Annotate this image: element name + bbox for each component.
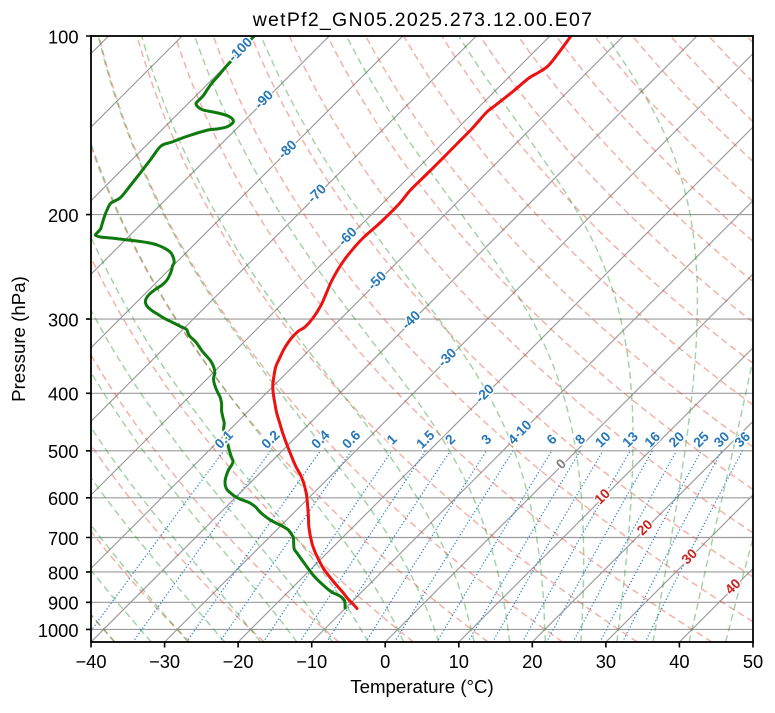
svg-text:700: 700 xyxy=(48,528,79,549)
svg-text:−30: −30 xyxy=(149,651,180,672)
svg-text:Pressure (hPa): Pressure (hPa) xyxy=(8,276,29,402)
svg-text:−20: −20 xyxy=(223,651,254,672)
svg-text:600: 600 xyxy=(48,488,79,509)
svg-text:300: 300 xyxy=(48,310,79,331)
svg-text:900: 900 xyxy=(48,593,79,614)
svg-text:20: 20 xyxy=(522,651,542,672)
svg-text:wetPf2_GN05.2025.273.12.00.E07: wetPf2_GN05.2025.273.12.00.E07 xyxy=(252,9,594,31)
svg-text:400: 400 xyxy=(48,384,79,405)
svg-text:800: 800 xyxy=(48,562,79,583)
svg-text:100: 100 xyxy=(48,26,79,47)
svg-text:−40: −40 xyxy=(75,651,106,672)
svg-text:200: 200 xyxy=(48,205,79,226)
svg-text:50: 50 xyxy=(743,651,763,672)
svg-text:10: 10 xyxy=(449,651,469,672)
svg-text:0: 0 xyxy=(380,651,390,672)
svg-text:40: 40 xyxy=(669,651,689,672)
svg-text:−10: −10 xyxy=(296,651,327,672)
svg-text:1000: 1000 xyxy=(38,620,79,641)
svg-text:500: 500 xyxy=(48,441,79,462)
svg-text:Temperature (°C): Temperature (°C) xyxy=(350,676,494,697)
svg-text:30: 30 xyxy=(596,651,616,672)
